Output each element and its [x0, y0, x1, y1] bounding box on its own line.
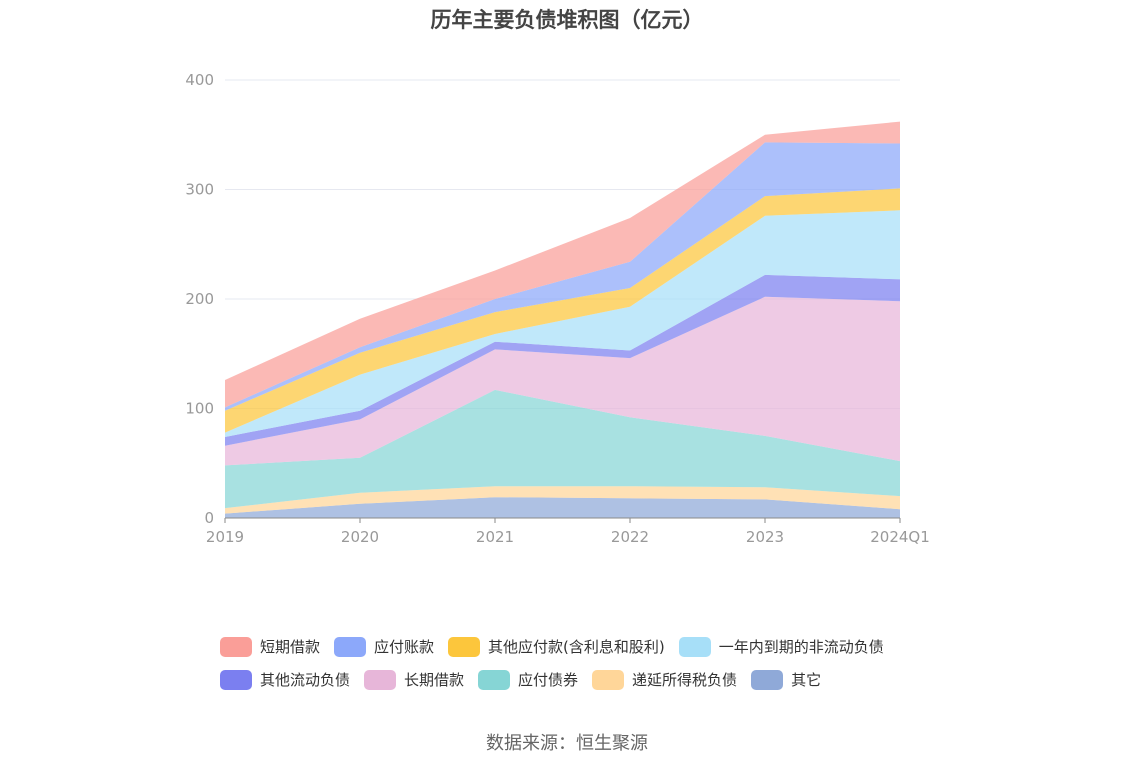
- area-应付账款[interactable]: [225, 142, 900, 411]
- legend-label: 递延所得税负债: [632, 671, 738, 689]
- x-tick-labels: 2019 2020 2021 2022 2023 2024Q1: [206, 528, 930, 546]
- data-source: 数据来源：恒生聚源: [486, 733, 648, 754]
- x-tick-label: 2023: [746, 528, 784, 546]
- legend-swatch: [592, 669, 625, 690]
- x-tick-label: 2024Q1: [870, 528, 930, 546]
- legend-swatch: [751, 669, 784, 690]
- legend-swatch: [220, 669, 252, 690]
- area-其它[interactable]: [225, 497, 900, 518]
- area-一年内到期的非流动负债[interactable]: [225, 210, 900, 437]
- y-tick-label: 0: [204, 509, 214, 527]
- area-长期借款[interactable]: [225, 296, 900, 466]
- legend-item[interactable]: 其他应付款(含利息和股利): [448, 636, 665, 657]
- x-tick-label: 2019: [206, 528, 244, 546]
- legend-label: 短期借款: [260, 638, 321, 656]
- y-tick-label: 100: [185, 400, 214, 418]
- legend-item[interactable]: 长期借款: [364, 669, 464, 690]
- legend-swatch: [678, 636, 711, 657]
- legend-row: 短期借款 应付账款 其他应付款(含利息和股利) 一年内到期的非流动负债: [220, 630, 940, 663]
- legend-label: 长期借款: [404, 671, 465, 689]
- legend-label: 其它: [791, 671, 822, 689]
- legend-swatch: [220, 636, 252, 657]
- y-tick-labels: 0 100 200 300 400: [185, 71, 214, 527]
- legend: 短期借款 应付账款 其他应付款(含利息和股利) 一年内到期的非流动负债 其他流动负债 长…: [220, 630, 940, 696]
- legend-label: 应付债券: [518, 671, 579, 689]
- x-tick-label: 2020: [341, 528, 379, 546]
- area-应付债券[interactable]: [225, 389, 900, 509]
- area-递延所得税负债[interactable]: [225, 486, 900, 514]
- x-axis: [224, 517, 901, 523]
- legend-swatch: [364, 669, 397, 690]
- legend-label: 一年内到期的非流动负债: [718, 638, 884, 656]
- area-短期借款[interactable]: [225, 121, 900, 408]
- legend-swatch: [478, 669, 511, 690]
- area-series: [225, 121, 900, 518]
- legend-label: 其他应付款(含利息和股利): [488, 638, 665, 656]
- y-tick-label: 400: [185, 71, 214, 89]
- x-tick-label: 2022: [611, 528, 649, 546]
- area-其他应付款(含利息和股利)[interactable]: [225, 188, 900, 433]
- y-tick-label: 300: [185, 181, 214, 199]
- area-其他流动负债[interactable]: [225, 274, 900, 446]
- legend-label: 应付账款: [374, 638, 435, 656]
- legend-item[interactable]: 一年内到期的非流动负债: [678, 636, 884, 657]
- legend-item[interactable]: 应付账款: [334, 636, 434, 657]
- x-tick-label: 2021: [476, 528, 514, 546]
- legend-row: 其他流动负债 长期借款 应付债券 递延所得税负债 其它: [220, 663, 940, 696]
- legend-swatch: [334, 636, 367, 657]
- legend-swatch: [448, 636, 481, 657]
- legend-item[interactable]: 其他流动负债: [220, 669, 350, 690]
- legend-item[interactable]: 短期借款: [220, 636, 320, 657]
- legend-item[interactable]: 其它: [751, 669, 821, 690]
- legend-label: 其他流动负债: [260, 671, 351, 689]
- y-tick-label: 200: [185, 290, 214, 308]
- stacked-area-chart: 0 100 200 300 400 2019 2020 2021 2022 2023 2024Q1: [185, 71, 930, 546]
- legend-item[interactable]: 应付债券: [478, 669, 578, 690]
- chart-title: 历年主要负债堆积图（亿元）: [430, 8, 704, 32]
- legend-item[interactable]: 递延所得税负债: [592, 669, 737, 690]
